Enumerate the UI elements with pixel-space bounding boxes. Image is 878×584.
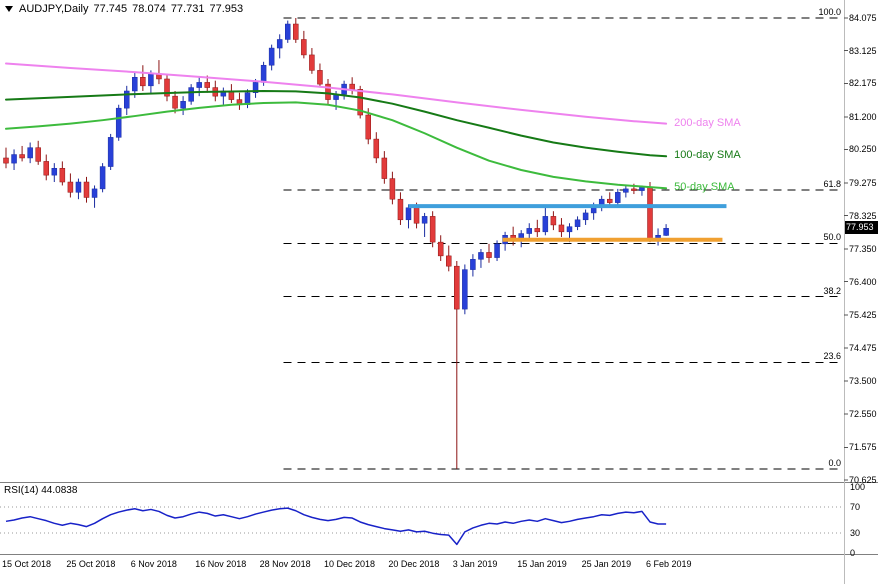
rsi-indicator-label: RSI(14) 44.0838 bbox=[4, 485, 77, 496]
fib-level-label: 100.0 bbox=[818, 7, 841, 17]
price-axis-label: 74.475 bbox=[849, 342, 877, 353]
price-axis-label: 78.325 bbox=[849, 210, 877, 221]
time-axis-label: 25 Jan 2019 bbox=[581, 559, 632, 569]
price-axis-label: 70.625 bbox=[849, 475, 877, 485]
rsi-axis-label: 70 bbox=[850, 501, 861, 512]
current-price-badge: 77.953 bbox=[845, 221, 878, 235]
fib-level-label: 23.6 bbox=[823, 351, 841, 362]
time-axis-label: 3 Jan 2019 bbox=[452, 559, 498, 569]
fib-level-label: 50.0 bbox=[823, 232, 841, 243]
open-value: 77.745 bbox=[93, 3, 128, 15]
price-axis-label: 77.350 bbox=[849, 244, 877, 254]
sma-200-label: 200-day SMA bbox=[674, 116, 741, 129]
price-axis-label: 76.400 bbox=[849, 276, 877, 287]
price-axis-label: 83.125 bbox=[849, 45, 877, 56]
close-value: 77.953 bbox=[209, 3, 244, 15]
fib-level-label: 0.0 bbox=[828, 457, 841, 468]
time-axis-label: 6 Nov 2018 bbox=[130, 559, 177, 569]
sma-50-line[interactable] bbox=[5, 101, 668, 190]
price-axis-label: 84.075 bbox=[849, 13, 877, 23]
fib-level-label: 38.2 bbox=[823, 285, 841, 296]
sma-100-label: 100-day SMA bbox=[674, 149, 741, 162]
rsi-name: RSI(14) bbox=[4, 485, 39, 496]
price-axis-label: 82.175 bbox=[849, 78, 877, 89]
price-axis-label: 72.550 bbox=[849, 408, 877, 419]
price-axis-label: 81.200 bbox=[849, 111, 877, 122]
time-axis-label: 6 Feb 2019 bbox=[646, 559, 692, 569]
time-axis-label: 25 Oct 2018 bbox=[66, 559, 116, 569]
chart-title: AUDJPY,Daily 77.745 78.074 77.731 77.953 bbox=[5, 3, 243, 15]
low-value: 77.731 bbox=[170, 3, 205, 15]
rsi-value: 44.0838 bbox=[41, 485, 78, 496]
time-axis-label: 16 Nov 2018 bbox=[195, 559, 247, 569]
dropdown-triangle-icon[interactable] bbox=[5, 6, 13, 12]
time-axis-label: 28 Nov 2018 bbox=[259, 559, 311, 569]
price-axis-label: 80.250 bbox=[849, 144, 877, 155]
time-axis-label: 10 Dec 2018 bbox=[324, 559, 376, 569]
high-value: 78.074 bbox=[132, 3, 166, 15]
rsi-axis-label: 0 bbox=[850, 548, 856, 558]
rsi-axis-label: 30 bbox=[850, 528, 861, 539]
time-axis-label: 20 Dec 2018 bbox=[388, 559, 440, 569]
sma-200-line[interactable] bbox=[5, 62, 668, 125]
fib-level-label: 61.8 bbox=[823, 179, 841, 190]
price-axis-label: 71.575 bbox=[849, 442, 877, 453]
price-axis-label: 73.500 bbox=[849, 376, 877, 387]
rsi-axis-label: 100 bbox=[850, 482, 866, 492]
time-axis-label: 15 Jan 2019 bbox=[517, 559, 567, 569]
sma-100-line[interactable] bbox=[5, 89, 668, 158]
time-axis-label: 15 Oct 2018 bbox=[2, 559, 52, 569]
price-axis-label: 75.425 bbox=[849, 310, 877, 321]
sma-50-label: 50-day SMA bbox=[674, 181, 735, 194]
rsi-line bbox=[5, 507, 667, 546]
price-axis-label: 79.275 bbox=[849, 177, 877, 188]
symbol-timeframe-label: AUDJPY,Daily bbox=[19, 3, 89, 15]
